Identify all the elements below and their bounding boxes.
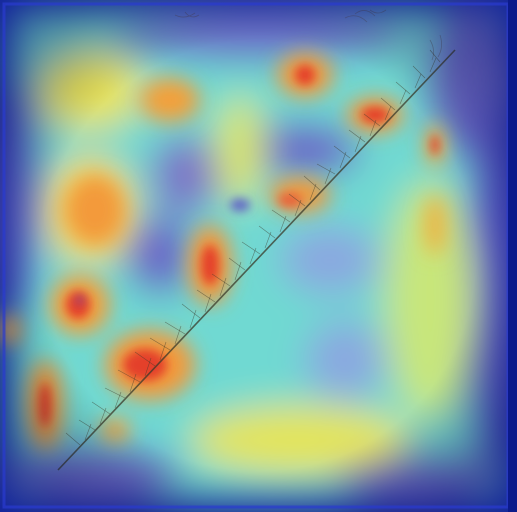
right-edge-strip [508,0,517,512]
